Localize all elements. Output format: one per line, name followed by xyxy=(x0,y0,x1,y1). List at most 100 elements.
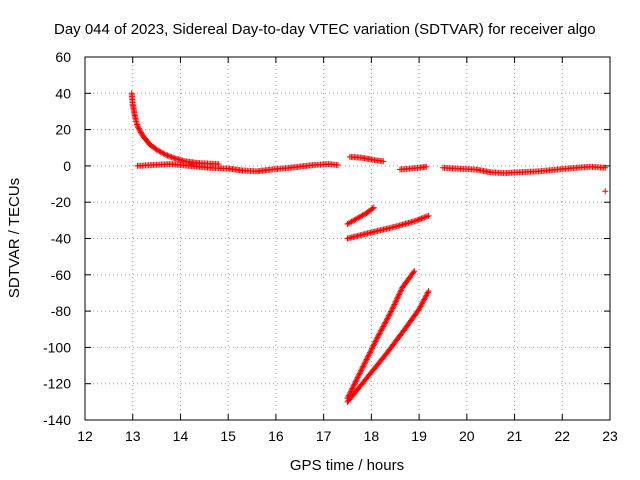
data-point-plus xyxy=(384,315,391,322)
data-point-plus xyxy=(163,152,170,159)
x-tick-label: 12 xyxy=(77,428,93,444)
y-tick-label: -100 xyxy=(43,339,71,355)
data-point-plus xyxy=(415,216,422,223)
data-point-plus xyxy=(421,295,428,302)
data-point-plus xyxy=(363,356,370,363)
data-point-plus xyxy=(348,386,355,393)
data-point-plus xyxy=(420,297,427,304)
data-point-plus xyxy=(411,268,418,275)
data-point-plus xyxy=(421,296,428,303)
data-point-plus xyxy=(383,316,390,323)
data-point-plus xyxy=(411,218,418,225)
x-tick-label: 13 xyxy=(125,428,141,444)
data-point-plus xyxy=(360,363,367,370)
data-point-plus xyxy=(423,292,430,299)
data-point-plus xyxy=(394,295,401,302)
data-point-plus xyxy=(371,339,378,346)
y-tick-label: 20 xyxy=(55,122,71,138)
data-point-plus xyxy=(136,126,143,133)
data-point-plus xyxy=(419,214,426,221)
data-point-plus xyxy=(392,300,399,307)
data-point-plus xyxy=(418,215,425,222)
y-tick-label: -20 xyxy=(51,194,71,210)
data-point-plus xyxy=(394,294,401,301)
data-point-plus xyxy=(364,353,371,360)
data-point-plus xyxy=(362,359,369,366)
data-point-plus xyxy=(391,301,398,308)
data-point-plus xyxy=(347,388,354,395)
data-point-plus xyxy=(135,124,142,131)
data-point-plus xyxy=(355,373,362,380)
data-point-plus xyxy=(419,300,426,307)
data-point-plus xyxy=(366,350,373,357)
y-tick-label: -140 xyxy=(43,412,71,428)
data-point-plus xyxy=(395,292,402,299)
data-point-plus xyxy=(380,158,387,165)
data-point-plus xyxy=(373,335,380,342)
data-point-plus xyxy=(357,368,364,375)
data-point-plus xyxy=(352,380,358,387)
y-tick-labels: 60 40 20 0 -20 -40 -60 -80 -100 -120 -140 xyxy=(43,49,71,428)
data-point-plus xyxy=(397,288,404,295)
data-point-plus xyxy=(418,302,425,309)
x-tick-labels: 12 13 14 15 16 17 18 19 20 21 22 23 xyxy=(77,428,618,444)
x-tick-label: 17 xyxy=(316,428,332,444)
data-point-plus xyxy=(171,155,178,162)
x-tick-label: 20 xyxy=(459,428,475,444)
data-point-plus xyxy=(424,213,431,220)
y-tick-label: -80 xyxy=(51,303,71,319)
data-points xyxy=(128,90,609,405)
data-point-plus xyxy=(383,318,390,325)
data-point-plus xyxy=(416,304,423,311)
data-point-plus xyxy=(352,378,359,385)
grid-lines xyxy=(85,57,610,420)
data-point-plus xyxy=(361,360,368,367)
data-point-plus xyxy=(376,330,383,337)
data-point-plus xyxy=(137,128,144,135)
data-point-plus xyxy=(370,342,377,349)
data-point-plus xyxy=(376,331,382,338)
data-point-plus xyxy=(354,374,361,381)
data-point-plus xyxy=(412,217,419,224)
data-point-plus xyxy=(350,382,357,389)
data-point-plus xyxy=(368,346,375,353)
data-point-plus xyxy=(358,366,365,373)
data-point-plus xyxy=(360,362,367,369)
data-point-plus xyxy=(602,188,609,195)
y-tick-label: -120 xyxy=(43,376,71,392)
data-point-plus xyxy=(358,367,365,374)
data-point-plus xyxy=(424,290,431,297)
data-point-plus xyxy=(356,370,363,377)
data-point-plus xyxy=(367,349,373,356)
data-point-plus xyxy=(169,154,176,161)
data-point-plus xyxy=(371,341,378,348)
data-point-plus xyxy=(398,287,405,294)
x-axis-title: GPS time / hours xyxy=(290,457,404,474)
data-point-plus xyxy=(393,297,400,304)
data-point-plus xyxy=(422,293,429,300)
data-point-plus xyxy=(334,161,341,168)
data-point-plus xyxy=(137,129,144,136)
data-point-plus xyxy=(424,289,431,296)
data-point-plus xyxy=(390,302,397,309)
data-point-plus xyxy=(367,348,374,355)
data-point-plus xyxy=(378,327,385,334)
data-point-plus xyxy=(369,344,376,351)
data-point-plus xyxy=(382,319,389,326)
data-point-plus xyxy=(390,304,397,311)
chart-title: Day 044 of 2023, Sidereal Day-to-day VTE… xyxy=(54,21,596,38)
data-point-plus xyxy=(378,326,385,333)
x-tick-label: 16 xyxy=(268,428,284,444)
x-tick-label: 18 xyxy=(364,428,380,444)
data-point-plus xyxy=(377,328,384,335)
data-point-plus xyxy=(164,152,171,159)
x-tick-label: 22 xyxy=(554,428,570,444)
data-point-plus xyxy=(161,151,168,158)
x-tick-label: 23 xyxy=(602,428,618,444)
x-tick-label: 19 xyxy=(411,428,427,444)
x-tick-label: 21 xyxy=(507,428,523,444)
data-point-plus xyxy=(359,364,366,371)
data-point-plus xyxy=(365,352,372,359)
data-point-plus xyxy=(396,290,403,297)
